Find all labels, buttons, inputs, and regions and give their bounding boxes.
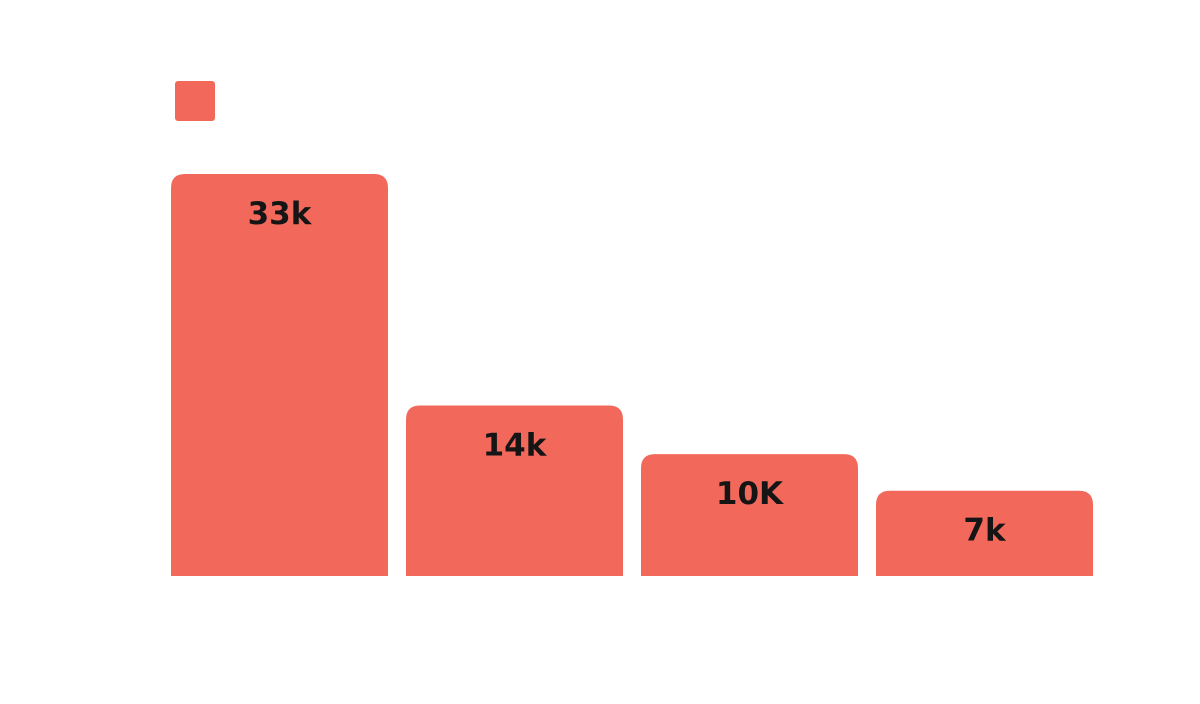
- legend-swatch: [175, 81, 215, 121]
- bars-group: 33k 14k 10K 7k: [171, 174, 1093, 576]
- bar-3: [641, 454, 858, 576]
- bar-1: [171, 174, 388, 576]
- bar-2: [406, 405, 623, 576]
- bar-value-label-2: 14k: [483, 427, 548, 463]
- bar-value-label-3: 10K: [716, 476, 784, 512]
- bar-value-label-1: 33k: [248, 196, 313, 232]
- bar-value-label-4: 7k: [963, 513, 1007, 549]
- bar-4: [876, 490, 1093, 576]
